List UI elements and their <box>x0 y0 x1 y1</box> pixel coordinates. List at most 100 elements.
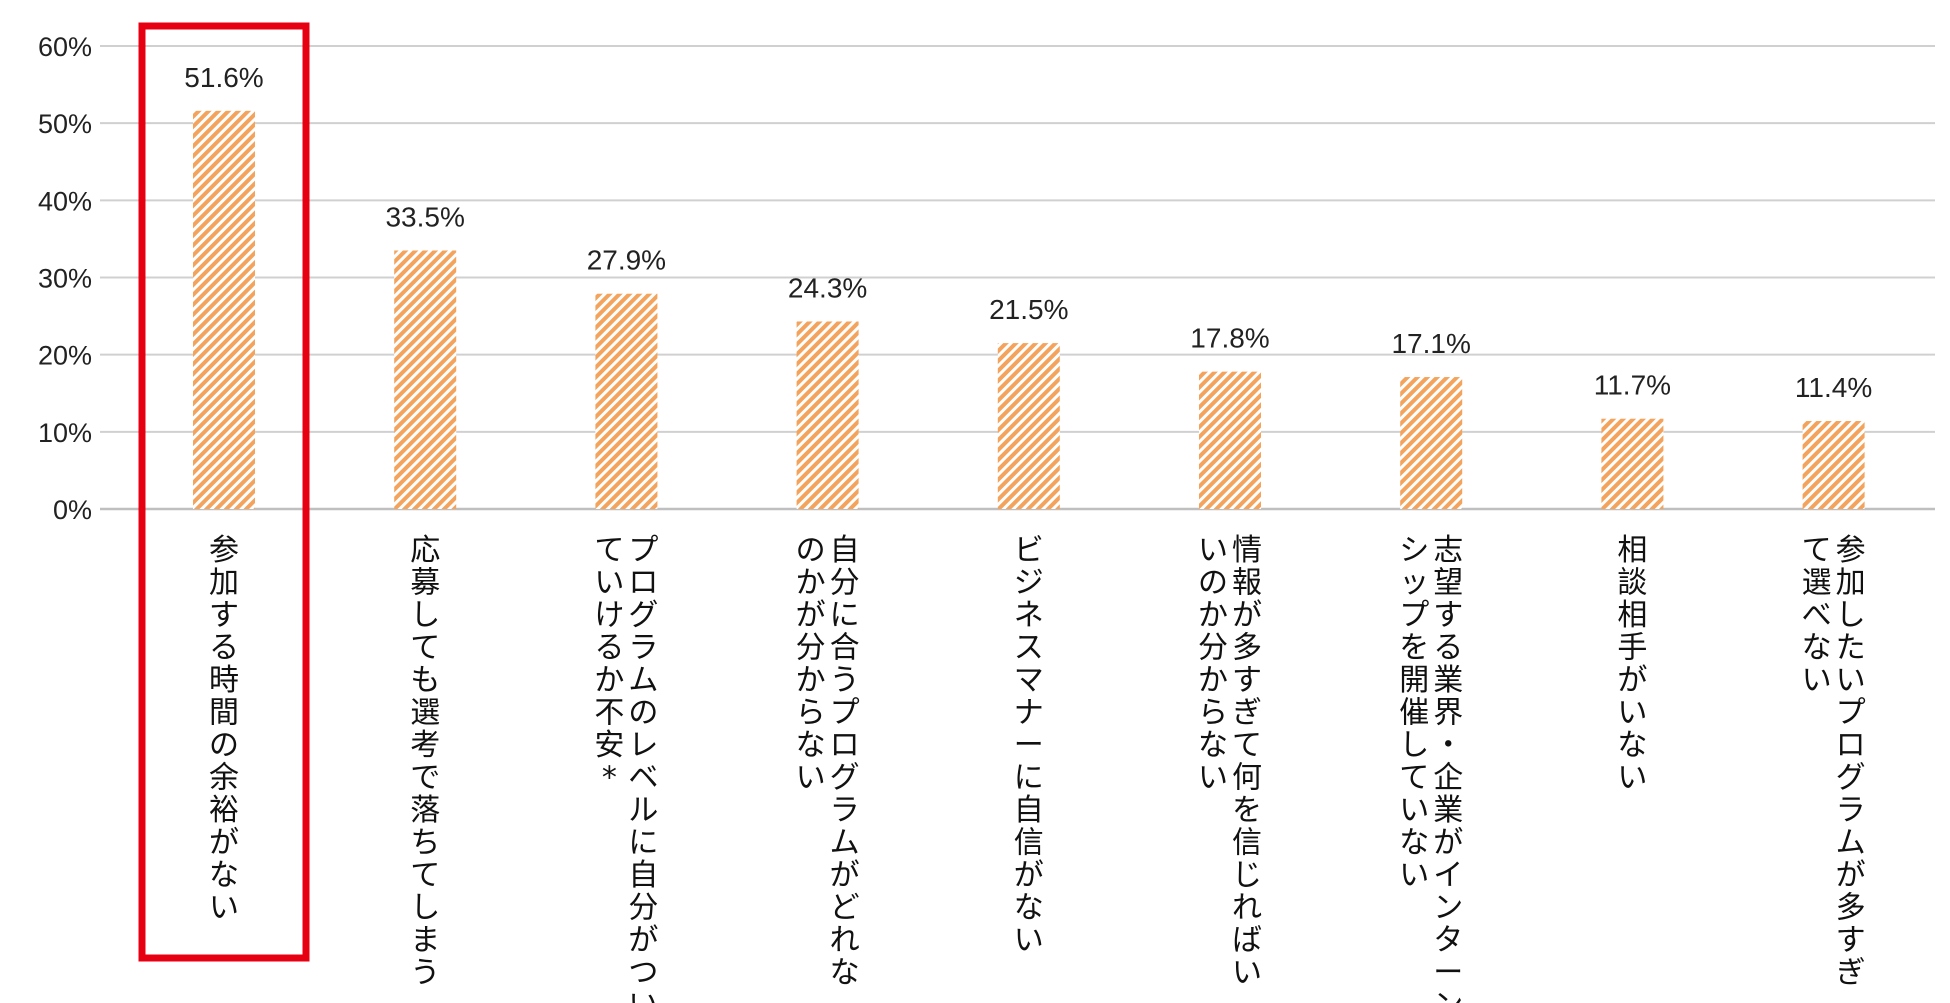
category-label-char: て <box>410 631 440 666</box>
category-label-char: ム <box>628 663 658 698</box>
category-label-char: の <box>1198 566 1228 601</box>
category-label-char: 催 <box>1399 696 1429 731</box>
data-label: 33.5% <box>385 201 464 232</box>
category-label-char: が <box>1433 826 1463 861</box>
category-label-char: 相 <box>1617 533 1647 568</box>
category-label-char: ・ <box>1433 728 1463 763</box>
category-label-char: 報 <box>1232 566 1262 601</box>
category-label-char: い <box>1232 956 1262 991</box>
category-label-char: に <box>628 826 658 861</box>
category-label-char: も <box>410 663 440 698</box>
category-label-char: い <box>1836 663 1866 698</box>
category-label-char: け <box>594 598 624 633</box>
category-label-char: て <box>1232 728 1262 763</box>
category-label-char: う <box>410 956 440 991</box>
category-label-char: い <box>209 891 239 926</box>
y-tick-label: 50% <box>38 109 92 139</box>
category-label-char: が <box>209 826 239 861</box>
category-label-char: の <box>628 696 658 731</box>
bar <box>796 321 859 509</box>
category-label-char: 手 <box>1617 631 1647 666</box>
category-label-char: ネ <box>1014 598 1044 633</box>
category-label-char: 裕 <box>209 793 239 828</box>
category-label-char: て <box>1802 533 1832 568</box>
category-label-char: ロ <box>628 566 658 601</box>
category-label-char: か <box>796 566 826 601</box>
category-label-char: 相 <box>1617 598 1647 633</box>
highlight-box <box>138 22 310 962</box>
category-label-char: す <box>1232 663 1262 698</box>
category-label-char: 落 <box>410 793 440 828</box>
category-label-char: が <box>1617 663 1647 698</box>
category-label-char: つ <box>628 956 658 991</box>
category-label-char: プ <box>1399 598 1429 633</box>
category-label-char: し <box>1399 728 1429 763</box>
category-label-char: プ <box>628 533 658 568</box>
category-label-char: * <box>602 761 617 796</box>
bar <box>595 293 658 509</box>
category-label-char: 界 <box>1433 696 1463 731</box>
category-label-char: 企 <box>1433 761 1463 796</box>
category-label-char: い <box>1399 793 1429 828</box>
y-tick-label: 30% <box>38 264 92 294</box>
bar <box>997 343 1060 509</box>
data-label: 11.4% <box>1795 372 1872 403</box>
category-label-char: い <box>1198 761 1228 796</box>
y-tick-label: 40% <box>38 186 92 216</box>
category-label-char: ま <box>410 923 440 958</box>
category-label-char: べ <box>1802 598 1832 633</box>
category-label-char: 分 <box>1198 631 1228 666</box>
category-label-char: が <box>830 858 860 893</box>
category-label-char: ビ <box>1014 533 1044 568</box>
category-label-char: ラ <box>628 631 658 666</box>
bar <box>1802 421 1865 509</box>
category-label-char: が <box>1836 858 1866 893</box>
category-label-char: い <box>1617 696 1647 731</box>
category-label-char: グ <box>1836 761 1866 796</box>
category-label-char: 合 <box>830 631 860 666</box>
category-label-char: し <box>410 598 440 633</box>
category-label-char: 談 <box>1617 566 1647 601</box>
data-label: 11.7% <box>1594 370 1671 401</box>
category-label-char: し <box>410 891 440 926</box>
category-label-char: ロ <box>1836 728 1866 763</box>
category-label-char: ン <box>1433 891 1463 926</box>
category-label-char: か <box>1198 598 1228 633</box>
category-label-char: 応 <box>410 533 440 568</box>
category-label-char: 多 <box>1836 891 1866 926</box>
category-label-char: な <box>1617 728 1647 763</box>
category-label-char: イ <box>1433 858 1463 893</box>
category-label-char: い <box>1802 663 1832 698</box>
data-label: 21.5% <box>989 294 1068 325</box>
category-label-char: レ <box>628 728 658 763</box>
y-axis-tick-labels: 0% 10% 20% 30% 40% 50% 60% <box>38 32 92 525</box>
category-label-char: 分 <box>796 631 826 666</box>
category-label-char: 募 <box>410 566 440 601</box>
category-label-char: な <box>830 956 860 991</box>
category-label-char: か <box>1198 663 1228 698</box>
category-label-char: う <box>830 663 860 698</box>
category-label-char: ナ <box>1014 696 1044 731</box>
category-label-char: た <box>1836 631 1866 666</box>
category-label-char: す <box>1836 923 1866 958</box>
category-label-char: な <box>1802 631 1832 666</box>
category-label-char: ム <box>1836 826 1866 861</box>
category-label-char: な <box>1014 891 1044 926</box>
category-label-char: が <box>1232 598 1262 633</box>
bar <box>1400 377 1463 509</box>
category-label-char: で <box>410 761 440 796</box>
category-label-char: ン <box>1433 988 1463 1003</box>
y-tick-label: 20% <box>38 341 92 371</box>
category-label-char: 分 <box>830 566 860 601</box>
category-label-char: 時 <box>209 663 239 698</box>
data-label: 17.8% <box>1190 323 1269 354</box>
category-label-char: ー <box>1433 956 1463 991</box>
category-label-char: か <box>796 663 826 698</box>
category-label-char: 多 <box>1232 631 1262 666</box>
y-tick-label: 0% <box>53 495 92 525</box>
category-label-char: い <box>1617 761 1647 796</box>
category-label-char: ち <box>410 826 440 861</box>
